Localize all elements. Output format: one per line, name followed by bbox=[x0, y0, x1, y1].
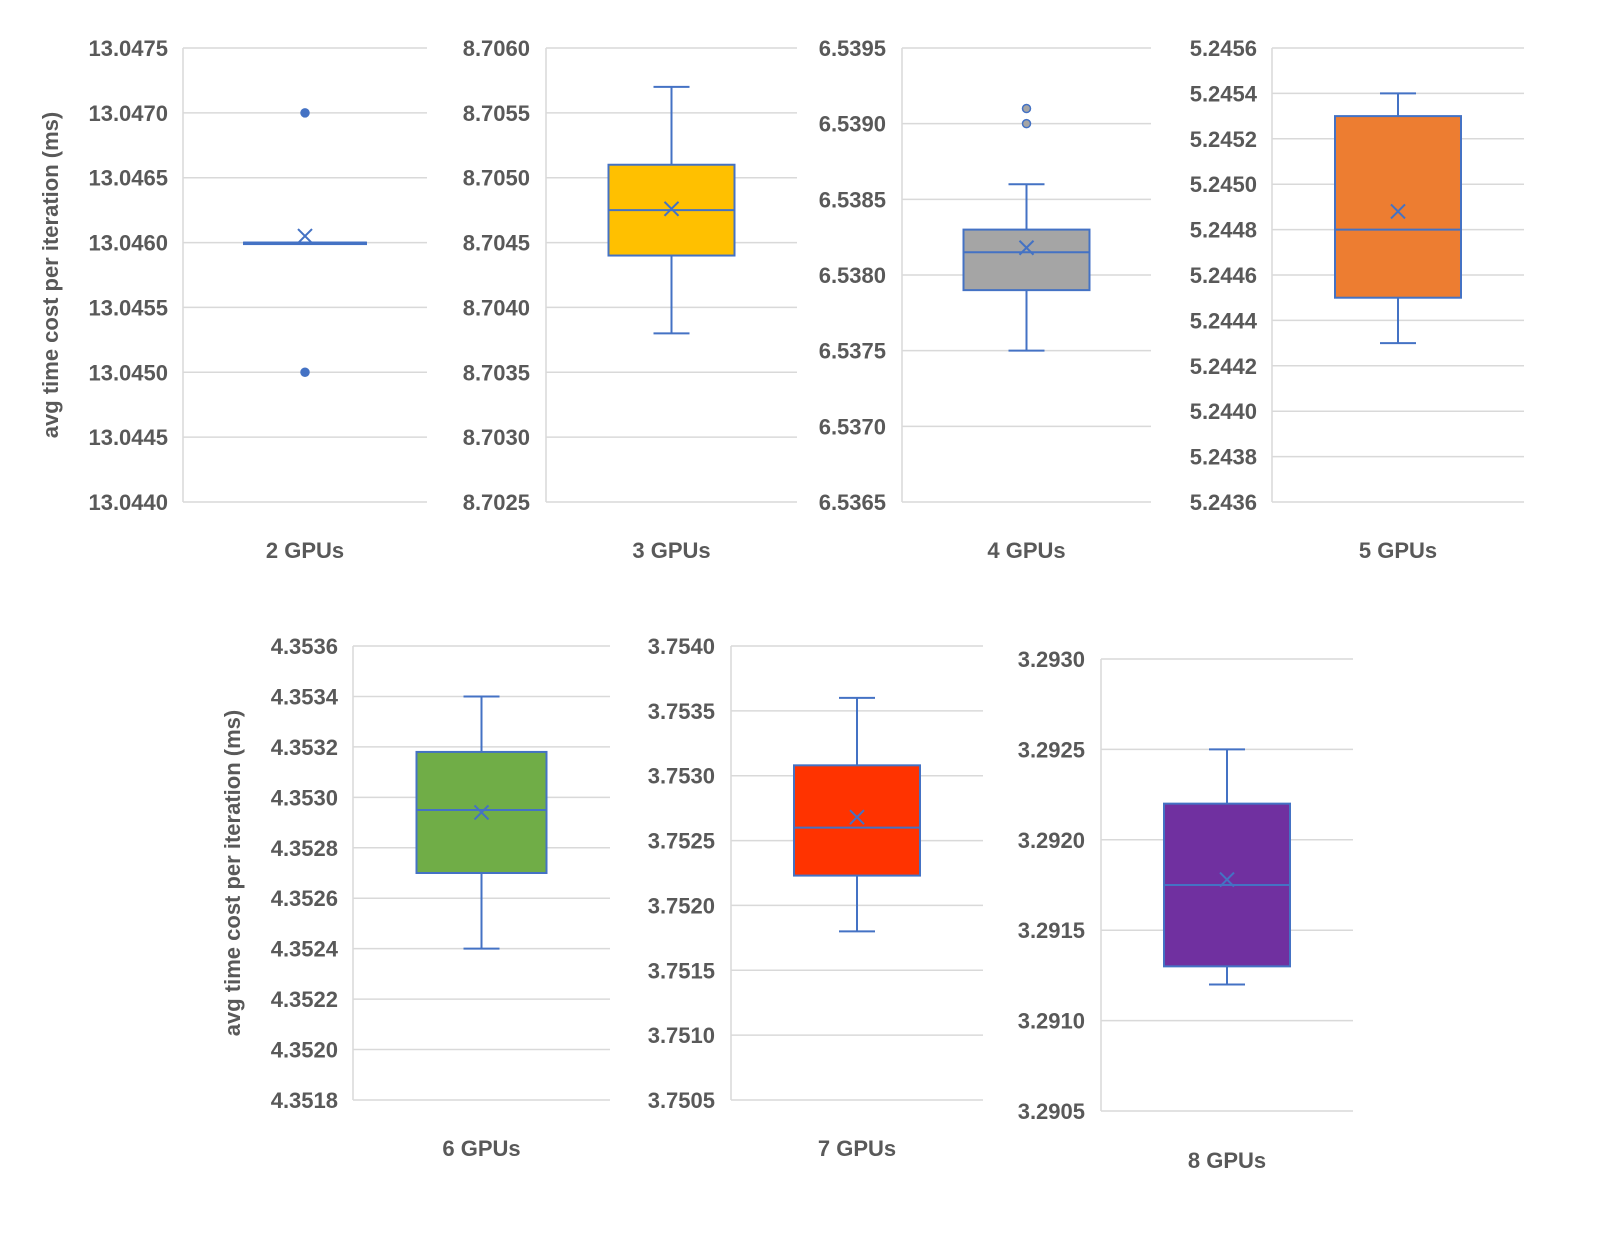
y-tick-label: 3.7510 bbox=[648, 1023, 715, 1048]
outlier-point bbox=[300, 367, 310, 378]
y-tick-label: 3.2905 bbox=[1018, 1099, 1085, 1124]
mean-marker bbox=[473, 804, 490, 821]
y-tick-label: 6.5385 bbox=[819, 187, 886, 212]
y-tick-label: 4.3534 bbox=[271, 684, 339, 709]
y-tick-label: 13.0465 bbox=[88, 166, 168, 191]
y-tick-label: 8.7050 bbox=[463, 166, 530, 191]
y-tick-label: 13.0450 bbox=[88, 360, 168, 385]
y-tick-label: 6.5375 bbox=[819, 339, 886, 364]
mean-marker bbox=[663, 201, 680, 217]
y-tick-label: 5.2438 bbox=[1190, 445, 1257, 470]
y-tick-label: 6.5370 bbox=[819, 414, 886, 439]
y-tick-label: 8.7040 bbox=[463, 295, 530, 320]
x-category-label: 5 GPUs bbox=[1359, 538, 1437, 563]
x-category-label: 3 GPUs bbox=[632, 538, 710, 563]
y-tick-label: 3.7525 bbox=[648, 829, 715, 854]
y-axis-title: avg time cost per iteration (ms) bbox=[220, 710, 245, 1036]
y-tick-label: 13.0440 bbox=[88, 490, 168, 515]
y-tick-label: 3.7520 bbox=[648, 893, 715, 918]
y-tick-label: 8.7030 bbox=[463, 425, 530, 450]
y-axis-title: avg time cost per iteration (ms) bbox=[38, 112, 63, 438]
y-tick-label: 5.2452 bbox=[1190, 127, 1257, 152]
boxplot-panel-3: 6.5365 6.5370 6.5375 6.5380 6.5385 6.5390 6.53… bbox=[819, 36, 1151, 563]
boxplot-panel-6: 3.7505 3.7510 3.7515 3.7520 3.7525 3.7530 3.75… bbox=[648, 634, 983, 1161]
y-tick-label: 5.2442 bbox=[1190, 354, 1257, 379]
outlier-point bbox=[1021, 103, 1032, 114]
y-tick-label: 3.2920 bbox=[1018, 828, 1085, 853]
y-tick-label: 6.5380 bbox=[819, 263, 886, 288]
y-tick-label: 5.2444 bbox=[1190, 308, 1258, 333]
y-tick-label: 6.5395 bbox=[819, 36, 886, 61]
y-tick-label: 5.2448 bbox=[1190, 218, 1257, 243]
mean-marker bbox=[1390, 203, 1406, 220]
y-tick-label: 3.7515 bbox=[648, 958, 715, 983]
y-tick-label: 3.2910 bbox=[1018, 1009, 1085, 1034]
y-tick-label: 8.7060 bbox=[463, 36, 530, 61]
y-tick-label: 4.3526 bbox=[271, 886, 338, 911]
y-tick-label: 4.3536 bbox=[271, 634, 338, 659]
y-tick-label: 6.5365 bbox=[819, 490, 886, 515]
y-tick-label: 4.3524 bbox=[271, 937, 339, 962]
x-category-label: 6 GPUs bbox=[442, 1136, 520, 1161]
y-tick-label: 4.3528 bbox=[271, 836, 338, 861]
y-tick-label: 4.3518 bbox=[271, 1088, 338, 1113]
y-tick-label: 8.7035 bbox=[463, 360, 530, 385]
mean-marker bbox=[297, 228, 313, 244]
y-tick-label: 5.2456 bbox=[1190, 36, 1257, 61]
y-tick-label: 13.0475 bbox=[88, 36, 168, 61]
y-tick-label: 4.3532 bbox=[271, 735, 338, 760]
x-category-label: 7 GPUs bbox=[818, 1136, 896, 1161]
y-tick-label: 3.7505 bbox=[648, 1088, 715, 1113]
y-tick-label: 3.7535 bbox=[648, 699, 715, 724]
y-tick-label: 13.0460 bbox=[88, 231, 168, 256]
iqr-box bbox=[1334, 115, 1462, 299]
y-tick-label: 5.2450 bbox=[1190, 172, 1257, 197]
y-tick-label: 13.0455 bbox=[88, 295, 168, 320]
y-tick-label: 5.2446 bbox=[1190, 263, 1257, 288]
mean-marker bbox=[1018, 240, 1035, 256]
y-tick-label: 8.7045 bbox=[463, 231, 530, 256]
x-category-label: 2 GPUs bbox=[266, 538, 344, 563]
boxplot-panel-4: 5.2436 5.2438 5.2440 5.2442 5.2444 5.2446 5.24… bbox=[1190, 36, 1524, 563]
mean-marker bbox=[849, 809, 865, 825]
y-tick-label: 3.7540 bbox=[648, 634, 715, 659]
outlier-point bbox=[300, 108, 310, 118]
boxplot-panel-2: 8.7025 8.7030 8.7035 8.7040 8.7045 8.7050 8.70… bbox=[463, 36, 797, 563]
y-tick-label: 3.2930 bbox=[1018, 647, 1085, 672]
y-tick-label: 4.3530 bbox=[271, 785, 338, 810]
y-tick-label: 3.2915 bbox=[1018, 918, 1085, 943]
iqr-box bbox=[962, 228, 1091, 292]
y-tick-label: 6.5390 bbox=[819, 112, 886, 137]
y-tick-label: 4.3520 bbox=[271, 1038, 338, 1063]
y-tick-label: 3.2925 bbox=[1018, 737, 1085, 762]
x-category-label: 4 GPUs bbox=[987, 538, 1065, 563]
y-tick-label: 13.0470 bbox=[88, 101, 168, 126]
boxplot-panel-7: 3.2905 3.2910 3.2915 3.2920 3.2925 3.2930 8 GP… bbox=[1018, 647, 1353, 1173]
y-tick-label: 8.7025 bbox=[463, 490, 530, 515]
y-tick-label: 4.3522 bbox=[271, 987, 338, 1012]
y-tick-label: 5.2454 bbox=[1190, 81, 1258, 106]
y-tick-label: 5.2440 bbox=[1190, 399, 1257, 424]
x-category-label: 8 GPUs bbox=[1188, 1148, 1266, 1173]
y-tick-label: 5.2436 bbox=[1190, 490, 1257, 515]
boxplot-panel-1: 13.0440 13.0445 13.0450 13.0455 13.0460 13.04… bbox=[38, 36, 427, 563]
mean-marker bbox=[1219, 871, 1235, 888]
y-tick-label: 8.7055 bbox=[463, 101, 530, 126]
y-tick-label: 3.7530 bbox=[648, 764, 715, 789]
boxplot-panel-5: 4.3518 4.3520 4.3522 4.3524 4.3526 4.3528 4.35… bbox=[220, 634, 610, 1161]
outlier-point bbox=[1021, 118, 1032, 129]
iqr-box bbox=[793, 764, 921, 877]
y-tick-label: 13.0445 bbox=[88, 425, 168, 450]
